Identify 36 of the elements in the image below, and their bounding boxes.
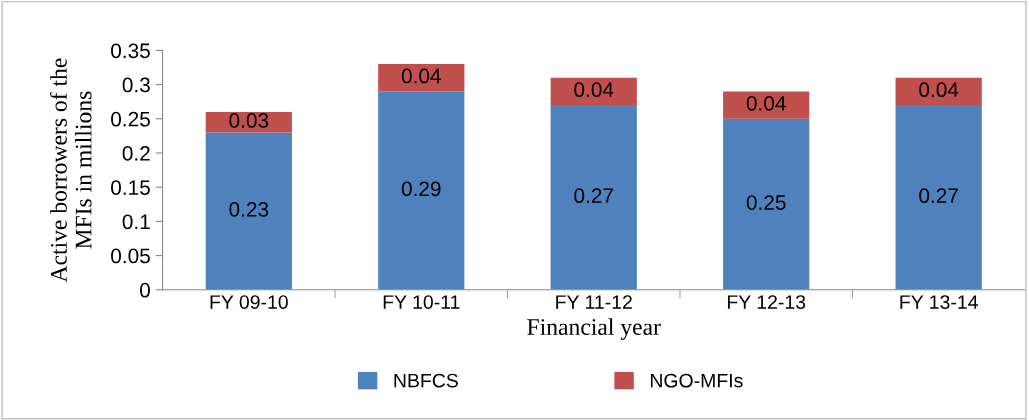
x-tick-label: FY 11-12	[556, 295, 632, 309]
y-tick-label: 0.1	[122, 214, 150, 230]
x-tick-label: FY 12-13	[727, 295, 806, 309]
data-label: 0.04	[574, 82, 614, 98]
bar	[723, 118, 810, 290]
bar	[723, 91, 810, 119]
bar	[550, 105, 637, 290]
y-tick-label: 0.05	[111, 248, 150, 264]
bar	[550, 77, 637, 106]
data-label: 0.03	[229, 113, 269, 128]
bar	[205, 132, 292, 290]
data-label: 0.23	[229, 201, 269, 217]
data-label: 0.25	[746, 195, 786, 210]
data-label: 0.29	[401, 181, 441, 197]
y-tick-label: 0.3	[122, 77, 150, 93]
x-tick-label: FY 10-11	[383, 295, 460, 309]
x-tick-label: FY 09-10	[210, 295, 288, 309]
x-axis-title: Financial year	[527, 318, 661, 340]
bar	[378, 91, 465, 290]
data-label: 0.04	[919, 82, 959, 98]
y-tick-label: 0	[140, 282, 150, 298]
y-tick-label: 0.2	[122, 146, 150, 161]
data-label: 0.27	[574, 188, 613, 204]
data-label: 0.04	[401, 68, 441, 84]
y-tick-label: 0.35	[111, 43, 150, 59]
data-label: 0.27	[919, 188, 958, 204]
legend-label: NBFCS	[394, 373, 458, 388]
legend-label: NGO-MFIs	[650, 373, 743, 388]
x-tick-label: FY 13-14	[900, 295, 978, 309]
data-label: 0.04	[746, 95, 786, 111]
y-axis-title: Active borrowers of the MFIs in millions	[50, 58, 92, 283]
bar	[378, 64, 465, 92]
bar	[895, 77, 982, 106]
y-tick-label: 0.15	[111, 180, 150, 195]
bar	[895, 105, 982, 290]
y-tick-label: 0.25	[111, 111, 150, 127]
